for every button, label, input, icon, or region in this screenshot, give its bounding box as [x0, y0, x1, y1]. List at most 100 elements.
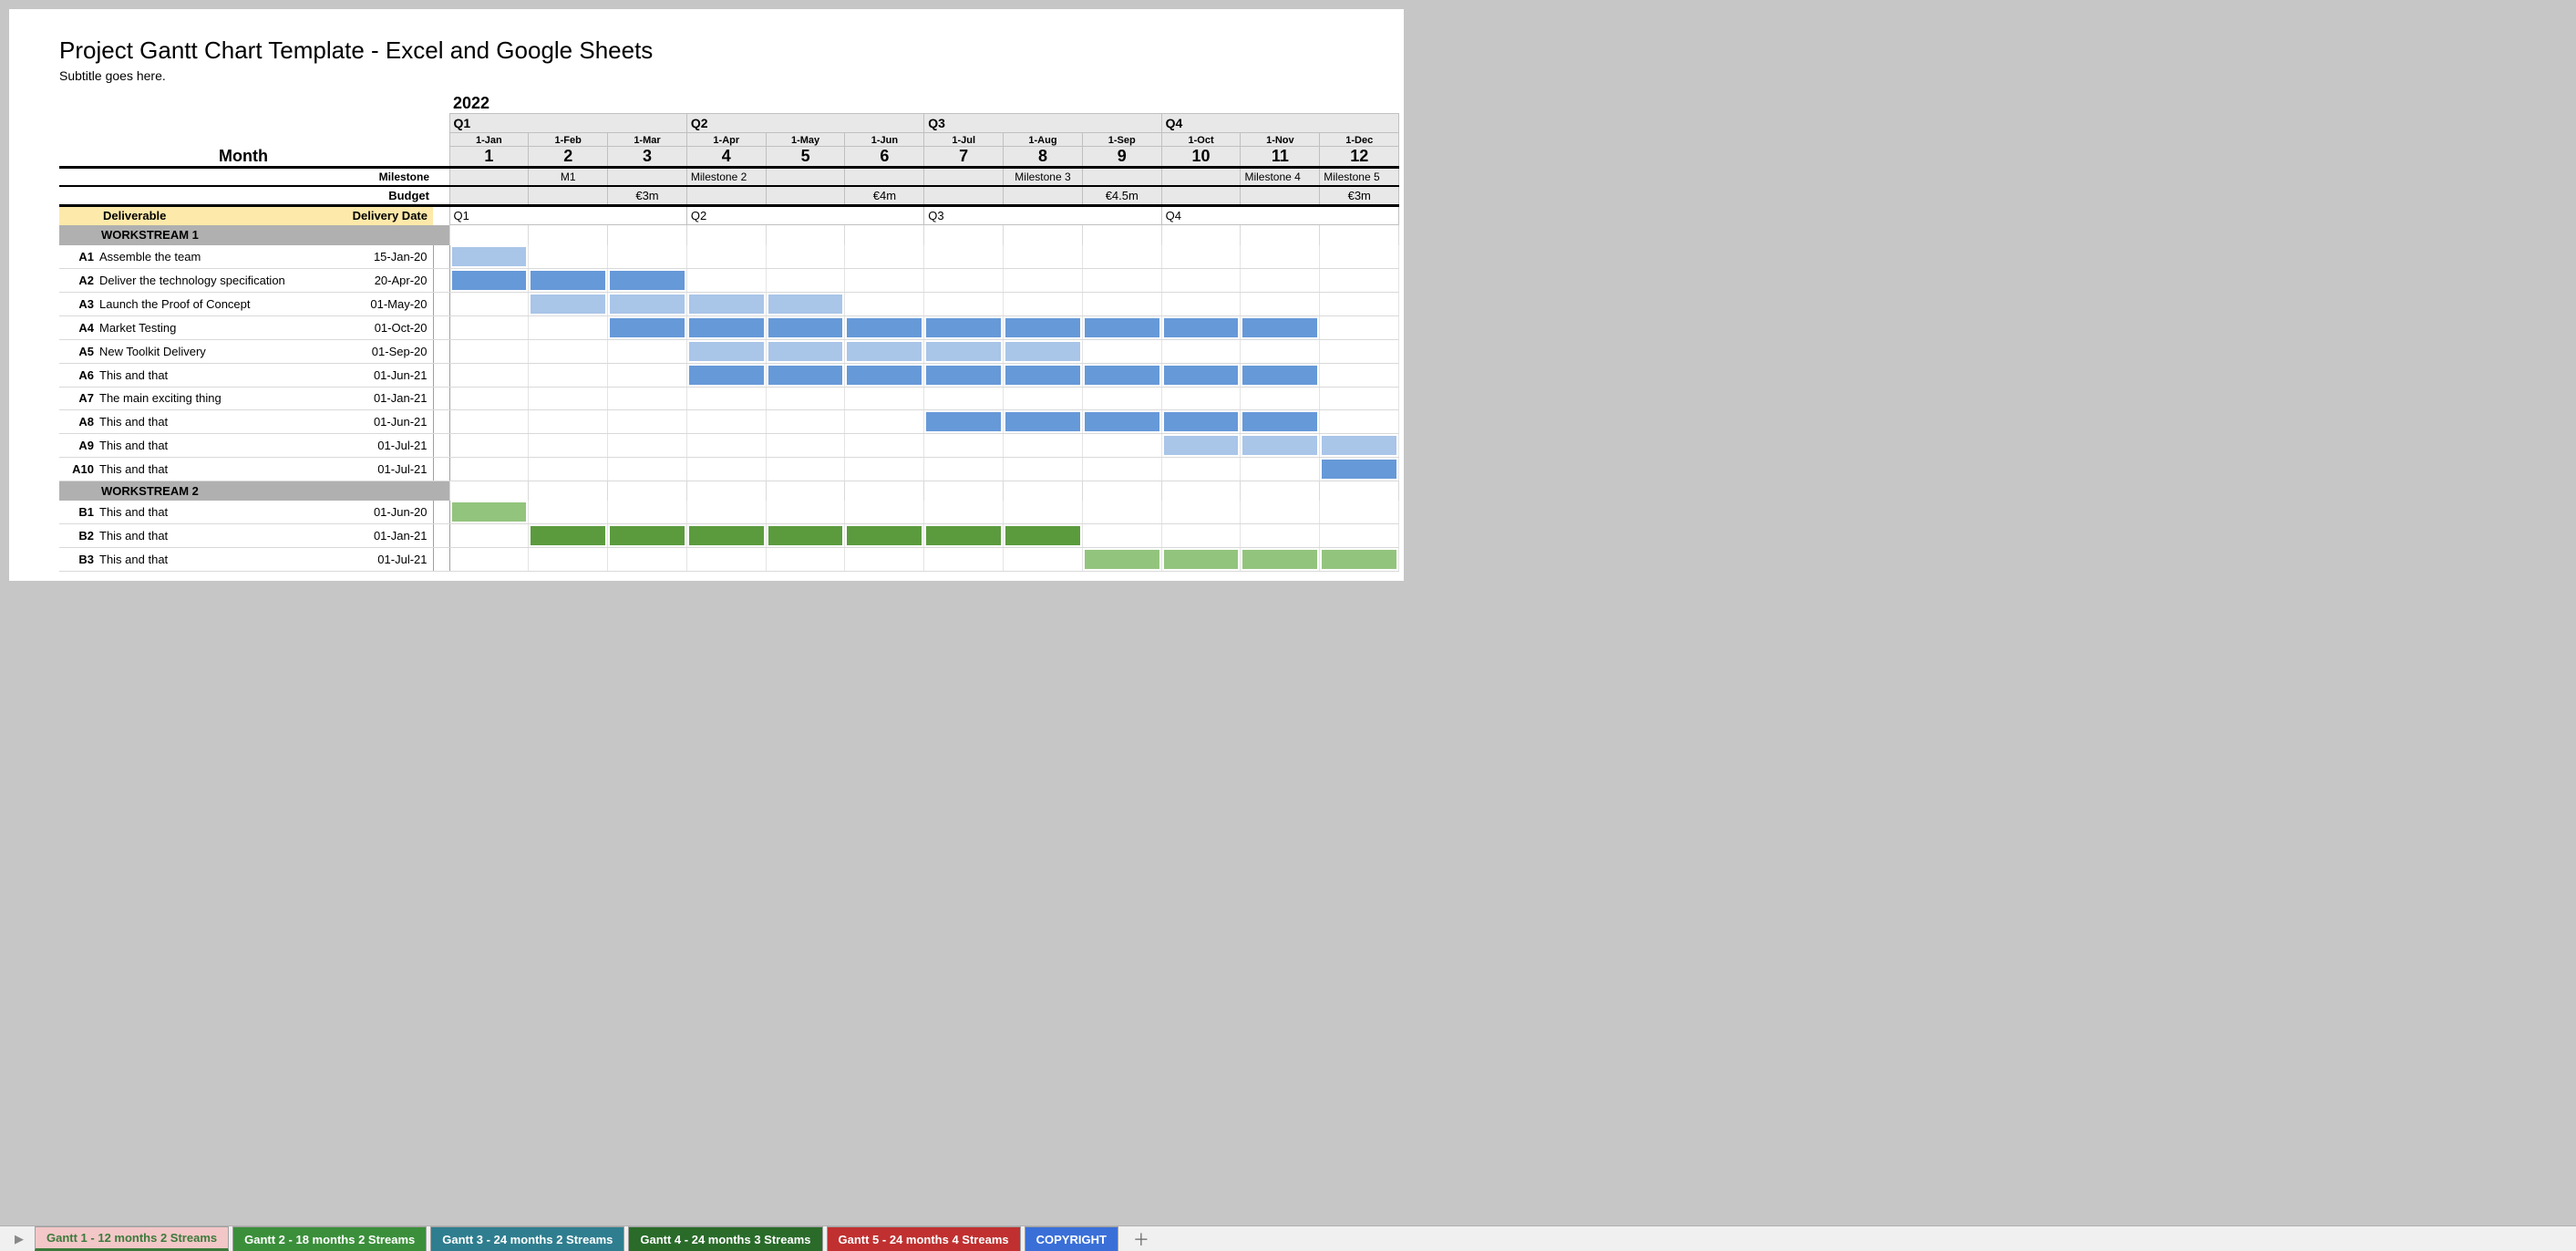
gantt-bar[interactable] [610, 526, 685, 545]
gantt-cell[interactable] [1241, 339, 1320, 363]
gantt-cell[interactable] [1241, 433, 1320, 457]
gantt-bar[interactable] [926, 366, 1001, 385]
gantt-cell[interactable] [1320, 548, 1399, 572]
sheet-tab[interactable]: Gantt 4 - 24 months 3 Streams [628, 1226, 822, 1251]
gantt-bar[interactable] [1242, 366, 1317, 385]
gantt-bar[interactable] [531, 526, 605, 545]
gantt-cell[interactable] [449, 524, 529, 548]
gantt-cell[interactable] [766, 268, 845, 292]
gantt-cell[interactable] [529, 433, 608, 457]
gantt-cell[interactable] [686, 292, 766, 315]
gantt-cell[interactable] [1161, 524, 1241, 548]
gantt-cell[interactable] [1320, 245, 1399, 269]
gantt-cell[interactable] [924, 524, 1004, 548]
gantt-bar[interactable] [1322, 436, 1396, 455]
gantt-cell[interactable] [1241, 409, 1320, 433]
gantt-cell[interactable] [1161, 315, 1241, 339]
gantt-cell[interactable] [1082, 339, 1161, 363]
gantt-cell[interactable] [924, 315, 1004, 339]
gantt-bar[interactable] [610, 295, 685, 314]
gantt-cell[interactable] [608, 501, 687, 524]
gantt-cell[interactable] [449, 363, 529, 387]
gantt-cell[interactable] [1082, 268, 1161, 292]
gantt-cell[interactable] [1161, 292, 1241, 315]
gantt-cell[interactable] [449, 292, 529, 315]
gantt-cell[interactable] [686, 387, 766, 409]
gantt-cell[interactable] [686, 524, 766, 548]
gantt-cell[interactable] [449, 339, 529, 363]
gantt-bar[interactable] [768, 526, 843, 545]
gantt-cell[interactable] [529, 457, 608, 481]
gantt-cell[interactable] [845, 268, 924, 292]
gantt-cell[interactable] [529, 548, 608, 572]
gantt-bar[interactable] [1242, 550, 1317, 569]
gantt-bar[interactable] [1085, 366, 1159, 385]
gantt-cell[interactable] [1082, 409, 1161, 433]
gantt-cell[interactable] [1241, 292, 1320, 315]
gantt-cell[interactable] [924, 457, 1004, 481]
gantt-cell[interactable] [1320, 409, 1399, 433]
gantt-bar[interactable] [1164, 412, 1239, 431]
gantt-bar[interactable] [531, 295, 605, 314]
gantt-bar[interactable] [1005, 366, 1080, 385]
gantt-cell[interactable] [1004, 433, 1083, 457]
gantt-cell[interactable] [766, 501, 845, 524]
gantt-bar[interactable] [452, 502, 527, 522]
gantt-cell[interactable] [1320, 339, 1399, 363]
gantt-cell[interactable] [1004, 501, 1083, 524]
gantt-cell[interactable] [1004, 363, 1083, 387]
sheet-tab[interactable]: Gantt 5 - 24 months 4 Streams [827, 1226, 1021, 1251]
gantt-cell[interactable] [1241, 268, 1320, 292]
gantt-cell[interactable] [449, 433, 529, 457]
gantt-bar[interactable] [1085, 318, 1159, 337]
gantt-bar[interactable] [926, 526, 1001, 545]
gantt-cell[interactable] [766, 457, 845, 481]
gantt-bar[interactable] [1242, 318, 1317, 337]
gantt-cell[interactable] [1004, 292, 1083, 315]
gantt-bar[interactable] [1085, 412, 1159, 431]
gantt-cell[interactable] [1161, 268, 1241, 292]
gantt-cell[interactable] [845, 363, 924, 387]
gantt-cell[interactable] [1320, 268, 1399, 292]
gantt-cell[interactable] [1004, 315, 1083, 339]
tab-nav-prev-icon[interactable]: ▶ [4, 1226, 35, 1251]
gantt-cell[interactable] [766, 339, 845, 363]
sheet-tab[interactable]: Gantt 2 - 18 months 2 Streams [232, 1226, 427, 1251]
gantt-cell[interactable] [608, 245, 687, 269]
gantt-cell[interactable] [686, 501, 766, 524]
gantt-bar[interactable] [926, 342, 1001, 361]
gantt-bar[interactable] [689, 342, 764, 361]
gantt-bar[interactable] [1164, 550, 1239, 569]
gantt-cell[interactable] [686, 363, 766, 387]
gantt-cell[interactable] [608, 315, 687, 339]
gantt-cell[interactable] [766, 292, 845, 315]
gantt-cell[interactable] [529, 501, 608, 524]
gantt-cell[interactable] [1004, 457, 1083, 481]
gantt-cell[interactable] [1082, 315, 1161, 339]
gantt-cell[interactable] [529, 292, 608, 315]
gantt-bar[interactable] [689, 526, 764, 545]
gantt-cell[interactable] [1004, 387, 1083, 409]
gantt-cell[interactable] [845, 292, 924, 315]
gantt-bar[interactable] [847, 342, 922, 361]
gantt-cell[interactable] [845, 387, 924, 409]
gantt-cell[interactable] [686, 245, 766, 269]
gantt-cell[interactable] [449, 409, 529, 433]
gantt-cell[interactable] [449, 387, 529, 409]
gantt-cell[interactable] [766, 433, 845, 457]
gantt-bar[interactable] [610, 271, 685, 290]
gantt-cell[interactable] [1241, 387, 1320, 409]
gantt-cell[interactable] [1161, 548, 1241, 572]
gantt-cell[interactable] [608, 339, 687, 363]
gantt-cell[interactable] [1004, 268, 1083, 292]
gantt-bar[interactable] [847, 318, 922, 337]
gantt-bar[interactable] [847, 366, 922, 385]
gantt-cell[interactable] [1241, 245, 1320, 269]
gantt-cell[interactable] [608, 387, 687, 409]
gantt-cell[interactable] [845, 245, 924, 269]
gantt-bar[interactable] [689, 295, 764, 314]
gantt-cell[interactable] [449, 315, 529, 339]
gantt-cell[interactable] [1161, 387, 1241, 409]
gantt-bar[interactable] [1005, 342, 1080, 361]
gantt-cell[interactable] [686, 268, 766, 292]
